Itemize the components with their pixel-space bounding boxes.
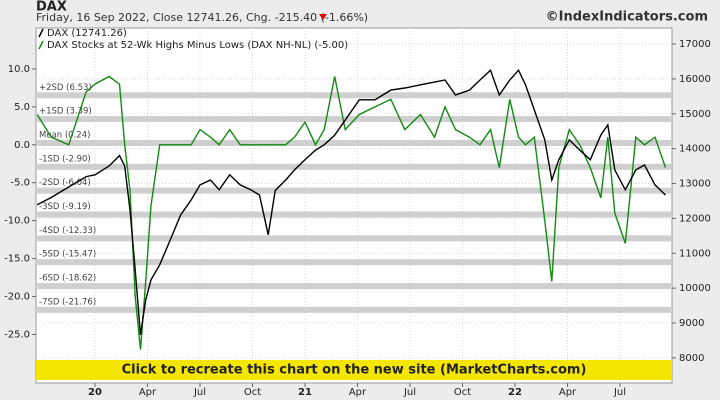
sd-band-label: +1SD (3.39) (39, 107, 92, 117)
sd-band (36, 187, 672, 194)
y2-tick-label: 9000 (679, 318, 704, 329)
legend-swatch (38, 28, 44, 38)
sd-band (36, 259, 672, 266)
x-tick-label: 22 (508, 387, 522, 398)
y2-tick-label: 17000 (679, 39, 711, 50)
sd-band (36, 306, 672, 313)
sd-band-label: -2SD (-6.04) (39, 178, 91, 188)
chart-title: DAX (36, 0, 67, 15)
legend-swatch (38, 40, 44, 50)
x-tick-label: Apr (139, 387, 157, 398)
sd-band (36, 116, 672, 123)
sd-band-label: -3SD (-9.19) (39, 202, 91, 212)
banner (36, 360, 672, 380)
y2-tick-label: 8000 (679, 353, 704, 364)
y2-tick-label: 16000 (679, 74, 711, 85)
source: ©IndexIndicators.com (546, 10, 708, 25)
x-tick-label: Jul (193, 387, 206, 398)
y-tick-label: -25.0 (4, 329, 30, 340)
x-tick-label: Oct (454, 387, 471, 398)
x-tick-label: Jul (403, 387, 416, 398)
banner-text[interactable]: Click to recreate this chart on the new … (122, 363, 587, 378)
y2-tick-label: 12000 (679, 213, 711, 224)
banner-link[interactable]: Click to recreate this chart on the new … (36, 360, 672, 380)
y2-tick-label: 13000 (679, 179, 711, 190)
sd-band (36, 211, 672, 218)
x-tick-label: 20 (88, 387, 102, 398)
series-line (36, 68, 666, 336)
x-tick-label: Oct (244, 387, 261, 398)
x-tick-label: Apr (349, 387, 367, 398)
y-tick-label: 5.0 (14, 102, 30, 113)
y-tick-label: -5.0 (10, 178, 30, 189)
x-tick-label: Jul (613, 387, 626, 398)
sd-band (36, 235, 672, 242)
x-tick-label: Apr (559, 387, 577, 398)
sd-band (36, 283, 672, 290)
down-arrow (319, 14, 327, 20)
legend-label: DAX (12741.26) (47, 28, 127, 39)
y-tick-label: -20.0 (4, 292, 30, 303)
sd-band (36, 163, 672, 170)
sd-band-label: Mean (0.24) (39, 130, 90, 140)
y2-tick-label: 15000 (679, 109, 711, 120)
x-tick-label: 21 (298, 387, 312, 398)
subtitle: Friday, 16 Sep 2022, Close 12741.26, Chg… (36, 11, 368, 24)
y-tick-label: -10.0 (4, 216, 30, 227)
legend-label: DAX Stocks at 52-Wk Highs Minus Lows (DA… (47, 40, 348, 51)
y-tick-label: 0.0 (14, 140, 30, 151)
sd-band-label: -7SD (-21.76) (39, 297, 96, 307)
sd-band (36, 139, 672, 146)
y2-tick-label: 10000 (679, 283, 711, 294)
sd-band-label: -1SD (-2.90) (39, 154, 91, 164)
sd-band-label: +2SD (6.53) (39, 83, 92, 93)
y2-tick-label: 11000 (679, 248, 711, 259)
y2-tick-label: 14000 (679, 144, 711, 155)
y-tick-label: -15.0 (4, 254, 30, 265)
sd-band-label: -5SD (-15.47) (39, 250, 96, 260)
sd-band (36, 92, 672, 99)
y-tick-label: 10.0 (8, 64, 30, 75)
sd-band-label: -4SD (-12.33) (39, 226, 96, 236)
sd-band-label: -6SD (-18.62) (39, 274, 96, 284)
